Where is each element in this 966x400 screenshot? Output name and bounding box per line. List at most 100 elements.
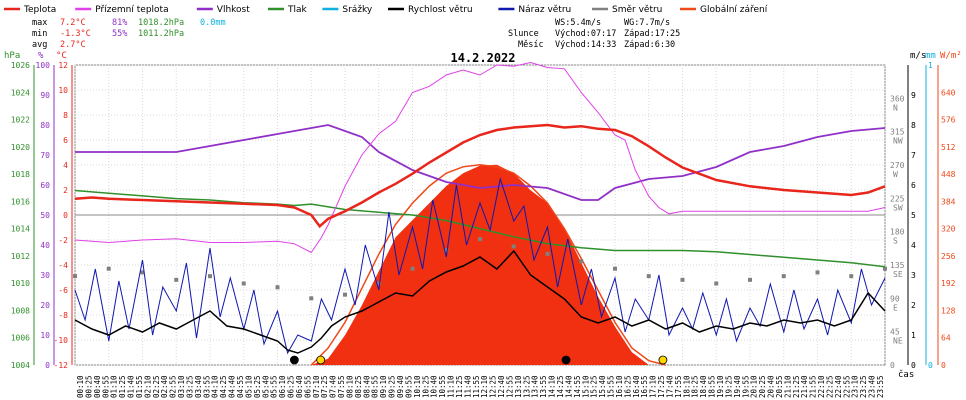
event-marker-3 (658, 355, 668, 365)
time-tick-80: 20:10 (750, 375, 759, 398)
speed-tick-5: 4 (911, 241, 916, 250)
time-tick-36: 09:10 (379, 375, 388, 398)
rad-tick-8: 128 (941, 306, 956, 315)
speed-tick-9: 0 (911, 361, 916, 370)
stat-max-label: max (32, 18, 47, 28)
dir-tick-label-4: S (893, 237, 898, 246)
wind-speed-avg: WS:5.4m/s (555, 18, 601, 28)
time-tick-9: 02:25 (152, 375, 161, 398)
stat-max-temp: 7.2°C (60, 18, 86, 28)
time-tick-23: 05:55 (270, 375, 279, 398)
pressure-tick-2: 1022 (11, 116, 30, 125)
time-tick-20: 05:10 (244, 375, 253, 398)
wind-direction-point-7 (309, 296, 314, 301)
time-tick-91: 22:55 (842, 375, 851, 398)
series-wind-gust-line (74, 177, 886, 355)
stat-min-label: min (32, 29, 47, 39)
time-tick-21: 05:25 (253, 375, 262, 398)
wind-direction-point-15 (579, 259, 584, 264)
unit-mm: mm (925, 51, 936, 61)
time-tick-17: 04:25 (219, 375, 228, 398)
time-tick-59: 14:55 (573, 375, 582, 398)
time-tick-72: 18:10 (682, 375, 691, 398)
time-tick-19: 04:55 (236, 375, 245, 398)
humidity-tick-10: 0 (45, 361, 50, 370)
legend-label-1: Přízemní teplota (95, 5, 168, 15)
stat-max-press: 1018.2hPa (138, 18, 184, 28)
stat-min-temp: -1.3°C (60, 29, 91, 39)
time-tick-67: 16:55 (640, 375, 649, 398)
time-tick-60: 15:10 (581, 375, 590, 398)
time-tick-86: 21:40 (800, 375, 809, 398)
time-tick-7: 01:55 (135, 375, 144, 398)
wind-direction-point-6 (275, 285, 280, 290)
temp-tick-6: 0 (63, 211, 68, 220)
sun-rise: Východ:07:17 (555, 29, 616, 39)
temp-tick-5: 2 (63, 186, 68, 195)
dir-tick-3: 225 (890, 194, 905, 203)
sun-label: Slunce (508, 29, 539, 39)
time-tick-43: 10:55 (438, 375, 447, 398)
time-tick-47: 11:55 (472, 375, 481, 398)
wind-direction-point-18 (680, 277, 685, 282)
stat-min-hum: 55% (112, 29, 127, 39)
time-tick-71: 17:55 (674, 375, 683, 398)
time-tick-42: 10:40 (430, 375, 439, 398)
temp-tick-3: 6 (63, 136, 68, 145)
legend-label-7: Směr větru (612, 5, 662, 15)
time-tick-54: 13:40 (531, 375, 540, 398)
rad-tick-5: 320 (941, 225, 956, 234)
humidity-tick-7: 30 (40, 271, 50, 280)
stat-max-rain: 0.0mm (200, 18, 226, 28)
unit-ms: m/s (910, 51, 926, 61)
time-tick-56: 14:10 (548, 375, 557, 398)
wind-direction-point-23 (849, 274, 854, 279)
event-marker-0 (289, 355, 299, 365)
wind-direction-point-5 (241, 281, 246, 286)
time-tick-81: 20:25 (758, 375, 767, 398)
stat-min-press: 1011.2hPa (138, 29, 184, 39)
dir-tick-8: 0 (890, 361, 895, 370)
time-tick-65: 16:25 (623, 375, 632, 398)
time-tick-70: 17:40 (666, 375, 675, 398)
dir-tick-5: 135 (890, 261, 905, 270)
temp-tick-9: -6 (58, 286, 68, 295)
dir-tick-7: 45 (890, 328, 900, 337)
time-tick-33: 08:25 (354, 375, 363, 398)
time-tick-6: 01:40 (127, 375, 136, 398)
wind-direction-point-13 (511, 244, 516, 249)
legend-label-0: Teplota (23, 5, 56, 15)
series-ground-temperature-line (74, 61, 886, 254)
time-tick-68: 17:10 (649, 375, 658, 398)
dir-tick-label-6: E (893, 303, 898, 312)
time-tick-57: 14:25 (556, 375, 565, 398)
time-tick-63: 15:55 (607, 375, 616, 398)
dir-tick-0: 360 (890, 94, 905, 103)
moon-rise: Východ:14:33 (555, 40, 616, 50)
speed-tick-6: 3 (911, 271, 916, 280)
dir-tick-label-1: NW (893, 137, 903, 146)
time-tick-12: 03:10 (177, 375, 186, 398)
time-tick-85: 21:25 (792, 375, 801, 398)
humidity-tick-0: 100 (36, 61, 51, 70)
event-marker-1 (316, 355, 326, 365)
stats-block: max 7.2°C 81% 1018.2hPa 0.0mm min -1.3°C… (32, 18, 226, 50)
dir-tick-label-2: W (893, 170, 898, 179)
time-tick-62: 15:40 (598, 375, 607, 398)
time-tick-82: 20:40 (767, 375, 776, 398)
rad-tick-9: 64 (941, 334, 951, 343)
humidity-tick-6: 40 (40, 241, 50, 250)
time-tick-88: 22:10 (817, 375, 826, 398)
wind-direction-point-12 (478, 237, 482, 242)
dir-tick-1: 315 (890, 128, 905, 137)
wind-direction-point-22 (815, 270, 820, 275)
temp-tick-1: 10 (58, 86, 68, 95)
axes: 1026102410221020101810161014101210101008… (11, 61, 956, 398)
temp-tick-11: -10 (54, 336, 69, 345)
time-tick-41: 10:25 (421, 375, 430, 398)
time-tick-0: 00:10 (76, 375, 85, 398)
wind-direction-point-4 (208, 274, 212, 279)
rain-tick-0: 1 (928, 61, 933, 70)
temp-tick-4: 4 (63, 161, 68, 170)
